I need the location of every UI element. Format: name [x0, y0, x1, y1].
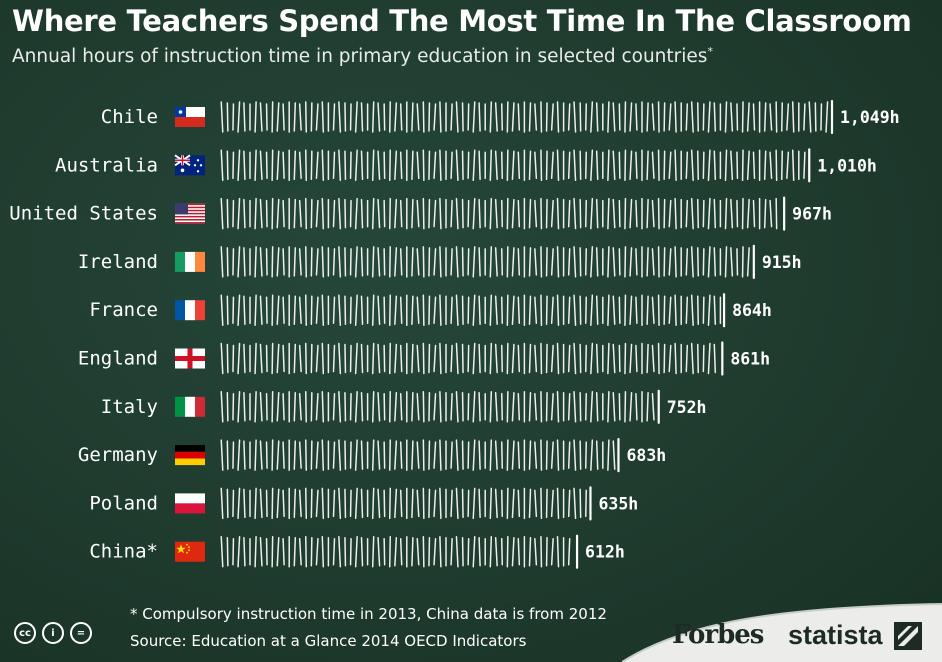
bar [220, 99, 834, 135]
nd-glyph: = [76, 627, 86, 639]
bar [220, 534, 579, 569]
category-label: England [78, 348, 158, 370]
ireland-flag-icon [175, 251, 205, 272]
chart-row: Poland 635h [89, 486, 638, 521]
value-label: 612h [585, 543, 625, 562]
category-label: Australia [55, 154, 158, 176]
chart-row: Italy 752h [101, 389, 707, 424]
category-label: Poland [89, 492, 158, 514]
cc-glyph: cc [19, 627, 31, 639]
footnote: * Compulsory instruction time in 2013, C… [130, 605, 607, 623]
forbes-logo[interactable]: Forbes [672, 620, 764, 650]
by-glyph: i [51, 627, 55, 639]
category-label: China* [89, 541, 158, 563]
category-label: Ireland [78, 251, 158, 273]
chart-row: Australia 1,010h [55, 148, 877, 183]
china-flag-icon [175, 541, 205, 562]
poland-flag-icon [175, 493, 205, 514]
subtitle-text: Annual hours of instruction time in prim… [12, 46, 708, 68]
chart-title: Where Teachers Spend The Most Time In Th… [12, 4, 912, 38]
category-label: Chile [101, 106, 158, 128]
category-label: Italy [101, 396, 158, 418]
chart-row: United States 967h [9, 196, 832, 231]
australia-flag-icon [174, 154, 205, 176]
cc-icon[interactable]: cc [14, 622, 36, 644]
bar [220, 148, 811, 183]
france-flag-icon [175, 300, 205, 321]
brand-swoosh [622, 603, 942, 662]
source-note: Source: Education at a Glance 2014 OECD … [130, 632, 527, 650]
by-icon[interactable]: i [42, 622, 64, 644]
chart-row: England 861h [78, 341, 770, 376]
bar [220, 389, 660, 424]
bar [220, 196, 786, 231]
chile-flag-icon [175, 107, 205, 127]
category-label: Germany [78, 444, 158, 466]
chart-subtitle: Annual hours of instruction time in prim… [12, 45, 713, 67]
value-label: 752h [667, 398, 707, 417]
england-flag-icon [175, 348, 205, 369]
italy-flag-icon [175, 396, 205, 417]
bar [220, 341, 724, 376]
value-label: 915h [762, 253, 802, 272]
chart-row: Chile 1,049h [101, 99, 900, 135]
usa-flag-icon [175, 203, 205, 224]
bar [220, 486, 592, 521]
value-label: 1,049h [840, 108, 900, 127]
value-label: 967h [792, 205, 832, 224]
chart-row: France 864h [89, 293, 772, 328]
chart-row: Germany 683h [78, 438, 666, 473]
bar [220, 438, 620, 473]
value-label: 861h [730, 350, 770, 369]
chart-row: China* 612h [89, 534, 625, 569]
nd-icon[interactable]: = [70, 622, 92, 644]
category-label: United States [9, 203, 158, 225]
chart-row: Ireland 915h [78, 244, 802, 279]
bar-chart: Chile 1,049h Australia 1,010h United States 9… [9, 99, 900, 569]
germany-flag-icon [175, 445, 205, 466]
statista-logo[interactable]: statista [788, 620, 883, 650]
bar [220, 293, 726, 328]
category-label: France [89, 299, 158, 321]
bar [220, 244, 755, 279]
value-label: 864h [732, 301, 772, 320]
subtitle-footnote-mark: * [707, 45, 713, 58]
statista-logo-icon [894, 622, 922, 650]
value-label: 1,010h [817, 156, 877, 175]
value-label: 635h [598, 494, 638, 513]
value-label: 683h [626, 446, 666, 465]
license-icons: cc i = [14, 622, 92, 644]
